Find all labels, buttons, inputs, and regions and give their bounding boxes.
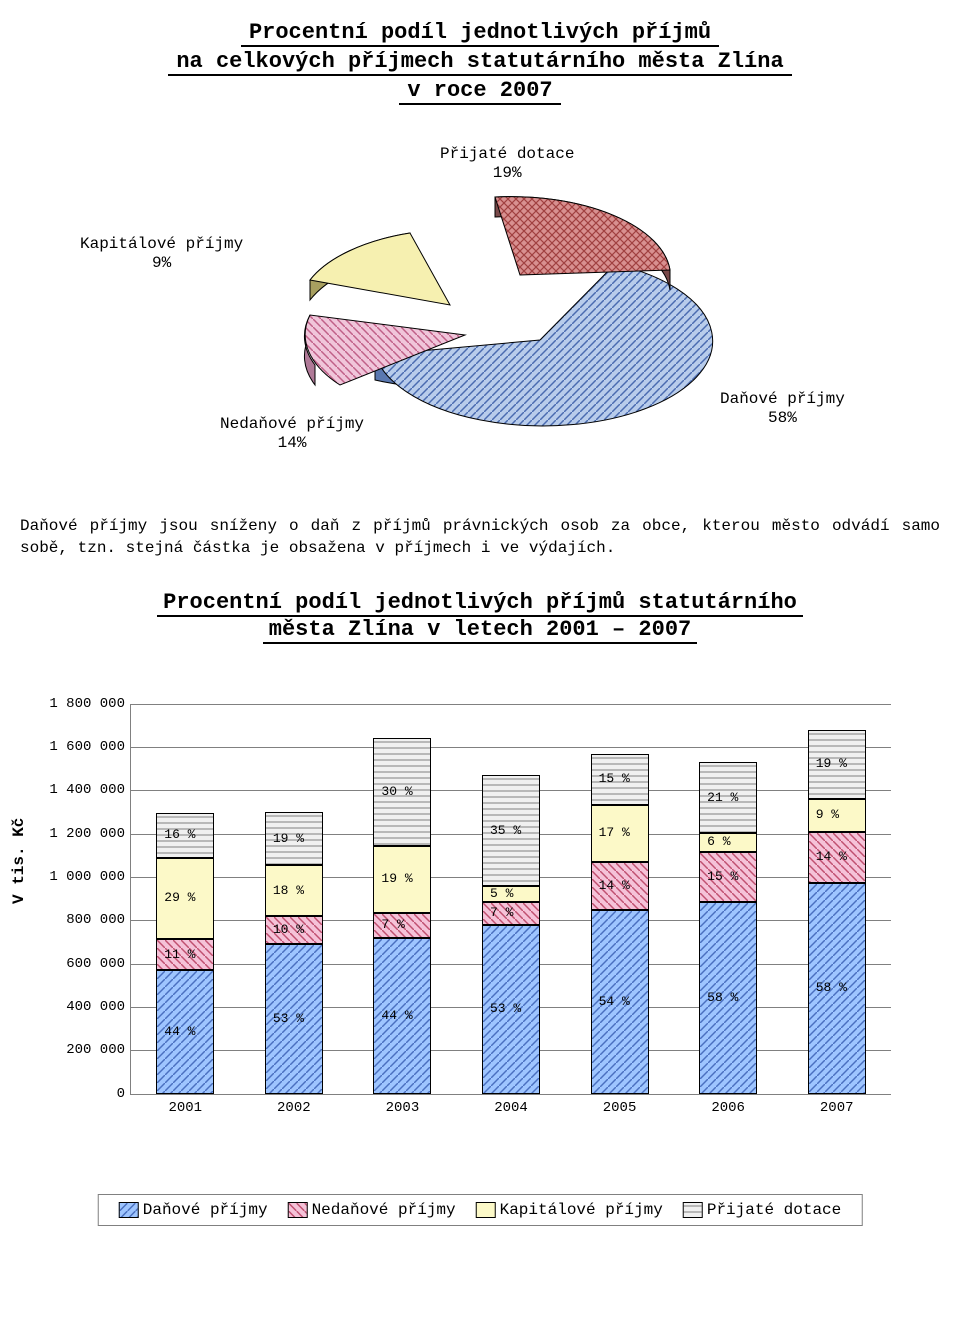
segment-label: 35 %: [490, 823, 521, 838]
note-text: Daňové příjmy jsou sníženy o daň z příjm…: [20, 515, 940, 560]
segment-label: 15 %: [707, 869, 738, 884]
y-axis-label: V tis. Kč: [10, 817, 28, 903]
segment-label: 18 %: [273, 883, 304, 898]
bar-col-2001: 44 % 11 % 29 % 16 %: [156, 813, 214, 1094]
segment-label: 6 %: [707, 834, 730, 849]
bar-col-2007: 58 % 14 % 9 % 19 %: [808, 730, 866, 1094]
segment-label: 29 %: [164, 890, 195, 905]
segment-label: 44 %: [381, 1008, 412, 1023]
legend-swatch: [683, 1202, 703, 1218]
pie-label-danove: Daňové příjmy 58%: [720, 390, 845, 428]
x-tick: 2006: [688, 1100, 768, 1116]
bar-col-2006: 58 % 15 % 6 % 21 %: [699, 762, 757, 1094]
bar-col-2005: 54 % 14 % 17 % 15 %: [591, 754, 649, 1094]
y-tick: 1 000 000: [35, 869, 125, 885]
segment-label: 14 %: [599, 878, 630, 893]
segment-label: 17 %: [599, 825, 630, 840]
segment-label: 19 %: [816, 756, 847, 771]
page-title: Procentní podíl jednotlivých příjmů na c…: [20, 20, 940, 105]
segment-label: 16 %: [164, 827, 195, 842]
stacked-bar-chart: V tis. Kč 0200 000400 000600 000800 0001…: [20, 704, 940, 1164]
y-tick: 1 800 000: [35, 696, 125, 712]
segment-label: 15 %: [599, 771, 630, 786]
legend-swatch: [476, 1202, 496, 1218]
y-tick: 1 600 000: [35, 739, 125, 755]
legend-label: Přijaté dotace: [707, 1201, 841, 1219]
legend-label: Daňové příjmy: [143, 1201, 268, 1219]
pie-label-kapitalove: Kapitálové příjmy 9%: [80, 235, 243, 273]
y-tick: 600 000: [35, 956, 125, 972]
y-tick: 400 000: [35, 999, 125, 1015]
segment-label: 11 %: [164, 947, 195, 962]
title-l3: v roce 2007: [399, 78, 560, 105]
segment-label: 9 %: [816, 807, 839, 822]
y-tick: 200 000: [35, 1042, 125, 1058]
y-tick: 0: [35, 1086, 125, 1102]
legend: Daňové příjmy Nedaňové příjmy Kapitálové p…: [98, 1194, 863, 1226]
segment-label: 21 %: [707, 790, 738, 805]
gridline: [131, 1094, 891, 1095]
gridline: [131, 747, 891, 748]
segment-label: 19 %: [273, 831, 304, 846]
sub-l2: města Zlína v letech 2001 – 2007: [263, 617, 697, 644]
legend-item: Daňové příjmy: [119, 1201, 268, 1219]
segment-label: 7 %: [381, 917, 404, 932]
y-tick: 800 000: [35, 912, 125, 928]
x-tick: 2004: [471, 1100, 551, 1116]
segment-label: 44 %: [164, 1024, 195, 1039]
x-tick: 2007: [797, 1100, 877, 1116]
segment-label: 58 %: [707, 990, 738, 1005]
x-tick: 2002: [254, 1100, 334, 1116]
segment-label: 53 %: [273, 1011, 304, 1026]
y-tick: 1 200 000: [35, 826, 125, 842]
segment-label: 58 %: [816, 980, 847, 995]
pie-chart: Přijaté dotace 19% Kapitálové příjmy 9% …: [20, 135, 940, 475]
bar-col-2003: 44 % 7 % 19 % 30 %: [373, 738, 431, 1093]
y-tick: 1 400 000: [35, 782, 125, 798]
legend-swatch: [288, 1202, 308, 1218]
legend-swatch: [119, 1202, 139, 1218]
bar-col-2002: 53 % 10 % 18 % 19 %: [265, 812, 323, 1094]
segment-label: 30 %: [381, 784, 412, 799]
legend-item: Kapitálové příjmy: [476, 1201, 663, 1219]
sub-title: Procentní podíl jednotlivých příjmů stat…: [20, 590, 940, 644]
legend-label: Kapitálové příjmy: [500, 1201, 663, 1219]
segment-label: 7 %: [490, 905, 513, 920]
segment-label: 14 %: [816, 849, 847, 864]
x-tick: 2005: [580, 1100, 660, 1116]
legend-item: Nedaňové příjmy: [288, 1201, 456, 1219]
sub-l1: Procentní podíl jednotlivých příjmů stat…: [157, 590, 803, 617]
segment-label: 5 %: [490, 886, 513, 901]
pie-label-dotace: Přijaté dotace 19%: [440, 145, 574, 183]
title-l1: Procentní podíl jednotlivých příjmů: [241, 20, 719, 47]
segment-label: 53 %: [490, 1001, 521, 1016]
title-l2: na celkových příjmech statutárního města…: [168, 49, 791, 76]
x-tick: 2001: [145, 1100, 225, 1116]
pie-label-nedanove: Nedaňové příjmy 14%: [220, 415, 364, 453]
gridline: [131, 704, 891, 705]
legend-item: Přijaté dotace: [683, 1201, 841, 1219]
bar-col-2004: 53 % 7 % 5 % 35 %: [482, 775, 540, 1094]
x-tick: 2003: [362, 1100, 442, 1116]
legend-label: Nedaňové příjmy: [312, 1201, 456, 1219]
segment-label: 54 %: [599, 994, 630, 1009]
segment-label: 19 %: [381, 871, 412, 886]
segment-label: 10 %: [273, 922, 304, 937]
